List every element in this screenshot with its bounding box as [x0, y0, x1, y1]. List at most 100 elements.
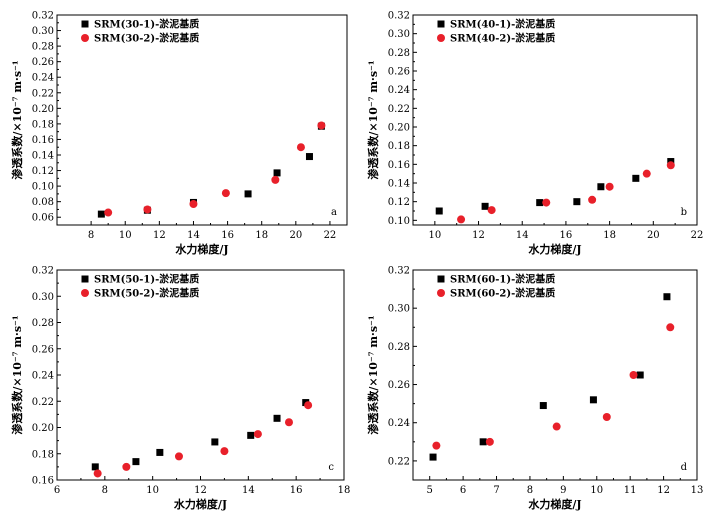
- panel-a-y-tick-label: 0.08: [32, 197, 54, 208]
- panel-d-x-tick-label: 8: [527, 485, 533, 496]
- panel-b-series-1-point: [597, 183, 605, 191]
- panel-a-y-tick-label: 0.24: [32, 73, 54, 84]
- panel-c-series-1-point: [156, 448, 164, 456]
- panel-c-panel-letter: c: [328, 462, 334, 473]
- panel-d-series-1-point: [479, 438, 487, 446]
- panel-b-y-tick-label: 0.10: [388, 216, 410, 227]
- panel-c-legend-marker-circle: [81, 289, 89, 297]
- panel-b-series-2-point: [457, 215, 466, 224]
- panel-c-series-2-point: [93, 469, 102, 478]
- panel-b-series-1-point: [435, 207, 443, 215]
- panel-b-series-2-point: [487, 206, 496, 215]
- panel-b-x-tick-label: 18: [603, 230, 616, 241]
- panel-a-series-2-point: [143, 205, 152, 214]
- panel-c-x-tick-label: 18: [338, 485, 351, 496]
- panel-d-x-tick-label: 6: [460, 485, 466, 496]
- panel-c-x-axis-label: 水力梯度/J: [174, 497, 227, 511]
- panel-a-x-tick-label: 22: [324, 230, 337, 241]
- panel-a-series-2-point: [271, 175, 280, 184]
- panel-c-y-tick-label: 0.26: [32, 344, 54, 355]
- panel-d-x-tick-label: 5: [427, 485, 433, 496]
- panel-b-series-2-point: [666, 161, 675, 170]
- panel-c-series-1-point: [273, 414, 281, 422]
- panel-d-x-axis-label: 水力梯度/J: [528, 497, 581, 511]
- panel-d-y-axis-label: 渗透系数/×10⁻⁷ m·s⁻¹: [366, 315, 380, 434]
- panel-d-series-2-point: [666, 323, 675, 332]
- panel-a-y-tick-label: 0.30: [32, 26, 54, 37]
- panel-a-x-tick-label: 16: [221, 230, 234, 241]
- chart-panel-a: 8 10 12 14 16 18 20 22 0.06 0.08 0.10 0.12 0.14 0.16 0…: [10, 11, 348, 256]
- panel-b-x-tick-label: 16: [560, 230, 573, 241]
- panel-c-series-2-point: [304, 401, 313, 410]
- panel-c-y-tick-label: 0.24: [32, 371, 54, 382]
- panel-c-series-1-point: [211, 438, 219, 446]
- panel-d-y-tick-label: 0.22: [388, 456, 410, 467]
- chart-panel-b: 10 12 14 16 18 20 22 0.10 0.12 0.14 0.16 0.18 0.20 0.…: [366, 11, 703, 257]
- panel-a-y-tick-label: 0.32: [32, 11, 54, 22]
- panel-c-x-tick-label: 10: [146, 485, 159, 496]
- panel-a-x-tick-label: 14: [187, 230, 200, 241]
- panel-c-y-tick-label: 0.30: [32, 292, 54, 303]
- panel-d-legend-marker-square: [437, 275, 445, 283]
- panel-b-y-tick-label: 0.12: [388, 197, 410, 208]
- panel-a-legend-label: SRM(30-1)-淤泥基质: [94, 18, 199, 31]
- panel-b-series-1-point: [632, 174, 640, 182]
- panel-c-y-axis-label: 渗透系数/×10⁻⁷ m·s⁻¹: [10, 315, 24, 434]
- panel-b-x-tick-label: 14: [516, 230, 529, 241]
- panel-b-y-tick-label: 0.28: [388, 48, 410, 59]
- panel-b-legend-label: SRM(40-1)-淤泥基质: [450, 18, 555, 31]
- panel-c-plot-frame: [56, 269, 345, 481]
- panel-b-legend-label: SRM(40-2)-淤泥基质: [450, 32, 555, 45]
- panel-d-x-tick-label: 7: [493, 485, 499, 496]
- panel-c-y-tick-label: 0.32: [32, 266, 54, 277]
- panel-b-y-tick-label: 0.32: [388, 11, 410, 22]
- panel-c-series-2-point: [284, 418, 293, 427]
- panel-c-series-2-point: [122, 462, 131, 471]
- panel-d-series-2-point: [552, 422, 561, 431]
- panel-d-series-1-point: [589, 396, 597, 404]
- panel-a-series-1-point: [244, 190, 252, 198]
- panel-d-legend-label: SRM(60-1)-淤泥基质: [450, 273, 555, 286]
- panel-a-legend-marker-square: [81, 20, 89, 28]
- panel-a-series-2-point: [296, 143, 305, 152]
- panel-d-x-tick-label: 9: [560, 485, 566, 496]
- panel-c-series-1-point: [247, 431, 255, 439]
- panel-d-legend-label: SRM(60-2)-淤泥基质: [450, 287, 555, 300]
- panel-c-x-tick-label: 16: [290, 485, 303, 496]
- panel-c-series-2-point: [174, 452, 183, 461]
- panel-d-y-tick-label: 0.30: [388, 304, 410, 315]
- panel-b-y-tick-label: 0.14: [388, 179, 410, 190]
- panel-d-series-1-point: [429, 453, 437, 461]
- panel-c-legend-label: SRM(50-2)-淤泥基质: [94, 287, 199, 300]
- panel-a-series-2-point: [221, 189, 230, 198]
- panel-c-y-tick-label: 0.28: [32, 318, 54, 329]
- panel-a-series-1-point: [305, 153, 313, 161]
- panel-b-y-tick-label: 0.22: [388, 104, 410, 115]
- panel-a-y-tick-label: 0.22: [32, 88, 54, 99]
- panel-d-x-tick-label: 13: [691, 485, 704, 496]
- panel-c-x-tick-label: 6: [54, 485, 60, 496]
- panel-d-x-tick-label: 10: [590, 485, 603, 496]
- panel-b-series-2-point: [642, 169, 651, 178]
- panel-a-panel-letter: a: [331, 207, 337, 218]
- panel-a-y-tick-label: 0.20: [32, 104, 54, 115]
- panel-a-y-tick-label: 0.14: [32, 151, 54, 162]
- panel-c-series-2-point: [220, 447, 229, 456]
- panel-b-series-2-point: [588, 195, 597, 204]
- panel-a-y-tick-label: 0.18: [32, 119, 54, 130]
- panel-a-y-tick-label: 0.26: [32, 57, 54, 68]
- panel-a-y-tick-label: 0.12: [32, 166, 54, 177]
- chart-panel-d: 5 6 7 8 9 10 11 12 13 0.22 0.24 0.26 0.28 0.30 0.32 水力梯…: [366, 266, 703, 512]
- panel-b-y-tick-label: 0.26: [388, 67, 410, 78]
- panel-c-y-tick-label: 0.18: [32, 449, 54, 460]
- panel-c-y-tick-label: 0.16: [32, 476, 54, 487]
- panel-c-legend-marker-square: [81, 275, 89, 283]
- panel-d-y-tick-label: 0.32: [388, 266, 410, 277]
- panel-b-x-tick-label: 10: [428, 230, 441, 241]
- panel-d-series-2-point: [602, 413, 611, 421]
- panel-c-series-2-point: [253, 430, 262, 439]
- panel-b-series-2-point: [542, 198, 551, 207]
- panel-d-series-1-point: [663, 293, 671, 301]
- panel-b-series-1-point: [536, 199, 544, 207]
